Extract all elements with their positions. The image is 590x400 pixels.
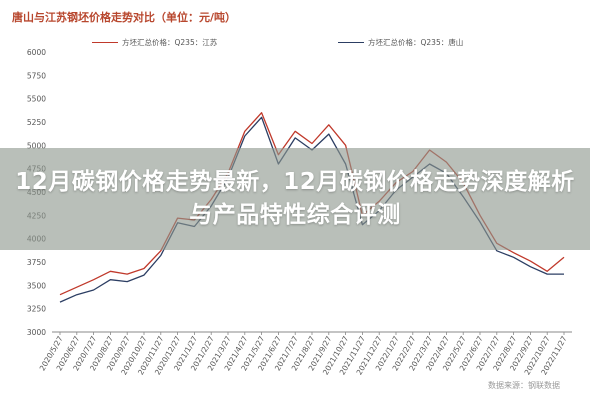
y-tick-label: 5000: [27, 141, 46, 150]
legend-swatch-tangshan: [338, 42, 364, 43]
y-tick-label: 5250: [27, 118, 46, 127]
title-banner: 12月碳钢价格走势最新，12月碳钢价格走势深度解析与产品特性综合评测: [0, 148, 590, 250]
y-tick-label: 3750: [27, 258, 46, 267]
y-tick-label: 3500: [27, 281, 46, 290]
y-tick-label: 5500: [27, 95, 46, 104]
legend-swatch-jiangsu: [92, 42, 118, 43]
y-tick-label: 3000: [27, 328, 46, 337]
x-axis-ticks: 2020/5/272020/6/272020/7/272020/8/272020…: [38, 332, 569, 376]
banner-headline: 12月碳钢价格走势最新，12月碳钢价格走势深度解析与产品特性综合评测: [15, 169, 575, 228]
legend-label-tangshan: 方坯汇总价格：Q235：唐山: [368, 38, 464, 47]
source-watermark: 数据来源：钢联数据: [488, 381, 560, 390]
y-tick-label: 6000: [27, 48, 46, 57]
y-tick-label: 3250: [27, 305, 46, 314]
legend-label-jiangsu: 方坯汇总价格：Q235：江苏: [122, 38, 218, 47]
legend-item-tangshan: 方坯汇总价格：Q235：唐山: [338, 37, 463, 48]
chart-title: 唐山与江苏钢坯价格走势对比（单位：元/吨）: [12, 11, 237, 24]
y-tick-label: 5750: [27, 71, 46, 80]
legend-item-jiangsu: 方坯汇总价格：Q235：江苏: [92, 37, 217, 48]
